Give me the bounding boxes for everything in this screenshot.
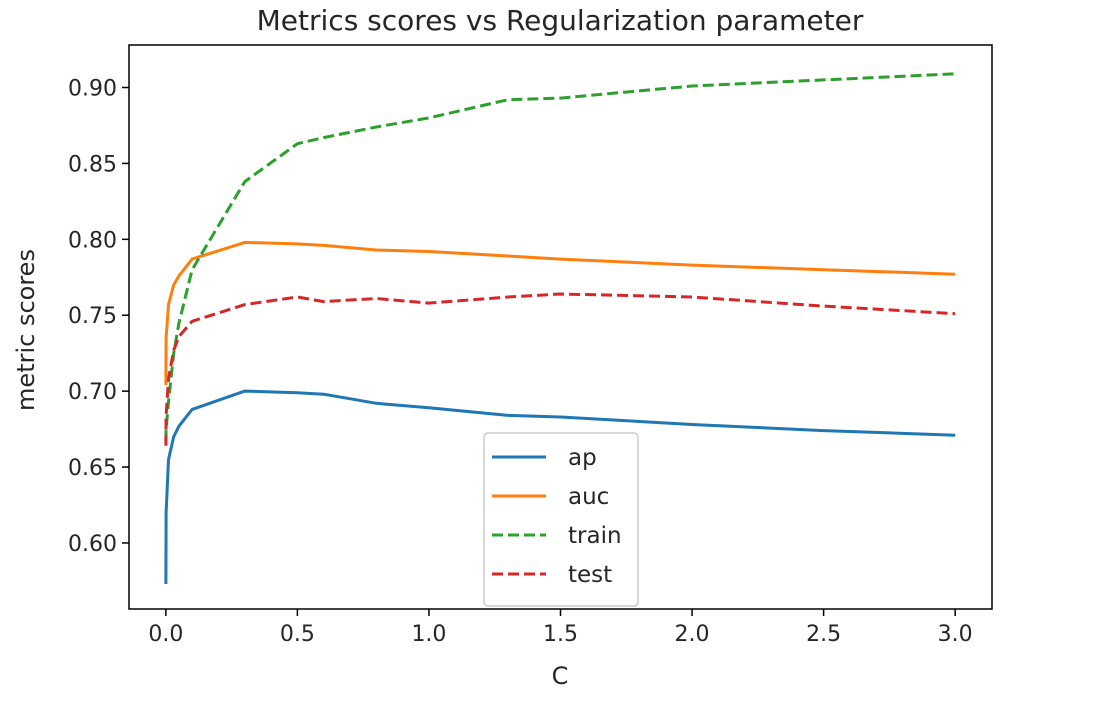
plot-area [164, 72, 956, 585]
x-tick-label: 0.5 [280, 622, 315, 647]
y-tick-label: 0.85 [68, 152, 117, 177]
y-tick-label: 0.75 [68, 304, 117, 329]
y-tick-label: 0.80 [68, 228, 117, 253]
legend-label-train: train [568, 523, 622, 549]
x-tick-label: 1.0 [411, 622, 446, 647]
legend-label-test: test [568, 562, 612, 588]
legend: ap auc train test [483, 432, 639, 607]
series-line-train [164, 72, 956, 442]
x-tick-label: 0.0 [148, 622, 183, 647]
y-tick-label: 0.90 [68, 77, 117, 102]
series-line-ap [164, 389, 956, 585]
y-tick-label: 0.70 [68, 380, 117, 405]
legend-box [483, 432, 639, 607]
legend-label-auc: auc [568, 484, 609, 510]
series-line-test [164, 292, 956, 446]
x-axis-label: C [552, 662, 569, 690]
x-axis: 0.0 0.5 1.0 1.5 2.0 2.5 3.0 [148, 609, 973, 647]
x-tick-label: 3.0 [938, 622, 973, 647]
chart-title: Metrics scores vs Regularization paramet… [257, 4, 864, 37]
series-line-auc [164, 240, 956, 386]
y-axis-label: metric scores [12, 249, 40, 411]
x-tick-label: 1.5 [543, 622, 578, 647]
y-tick-label: 0.65 [68, 456, 117, 481]
x-tick-label: 2.0 [675, 622, 710, 647]
y-tick-label: 0.60 [68, 532, 117, 557]
x-tick-label: 2.5 [806, 622, 841, 647]
y-axis: 0.60 0.65 0.70 0.75 0.80 0.85 0.90 [68, 77, 129, 557]
legend-label-ap: ap [568, 445, 597, 471]
